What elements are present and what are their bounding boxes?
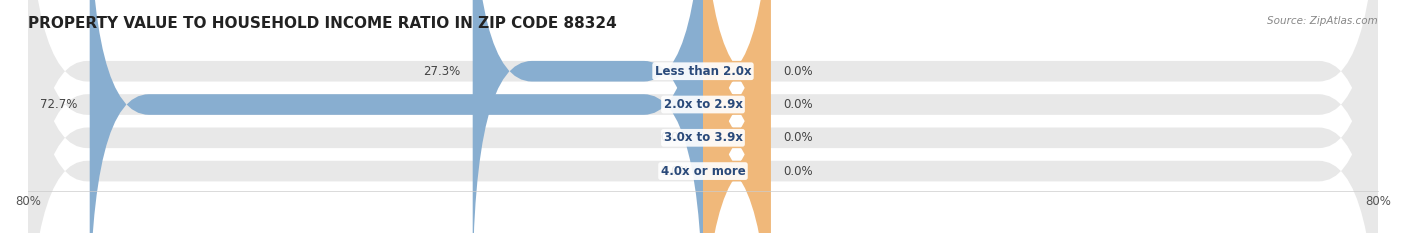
FancyBboxPatch shape (472, 0, 703, 233)
Text: 3.0x to 3.9x: 3.0x to 3.9x (664, 131, 742, 144)
Text: PROPERTY VALUE TO HOUSEHOLD INCOME RATIO IN ZIP CODE 88324: PROPERTY VALUE TO HOUSEHOLD INCOME RATIO… (28, 16, 617, 31)
Text: 0.0%: 0.0% (783, 65, 813, 78)
FancyBboxPatch shape (28, 0, 1378, 233)
Text: 0.0%: 0.0% (783, 131, 813, 144)
FancyBboxPatch shape (703, 0, 770, 233)
Text: 4.0x or more: 4.0x or more (661, 164, 745, 178)
Text: Less than 2.0x: Less than 2.0x (655, 65, 751, 78)
Text: 0.0%: 0.0% (661, 164, 690, 178)
FancyBboxPatch shape (28, 0, 1378, 233)
Text: 27.3%: 27.3% (423, 65, 460, 78)
Text: 0.0%: 0.0% (661, 131, 690, 144)
FancyBboxPatch shape (703, 0, 770, 233)
FancyBboxPatch shape (28, 0, 1378, 233)
Text: 2.0x to 2.9x: 2.0x to 2.9x (664, 98, 742, 111)
FancyBboxPatch shape (703, 0, 770, 233)
FancyBboxPatch shape (703, 0, 770, 233)
FancyBboxPatch shape (28, 0, 1378, 233)
Text: 72.7%: 72.7% (39, 98, 77, 111)
Text: 0.0%: 0.0% (783, 164, 813, 178)
Text: Source: ZipAtlas.com: Source: ZipAtlas.com (1267, 16, 1378, 26)
Text: 0.0%: 0.0% (783, 98, 813, 111)
FancyBboxPatch shape (90, 0, 703, 233)
